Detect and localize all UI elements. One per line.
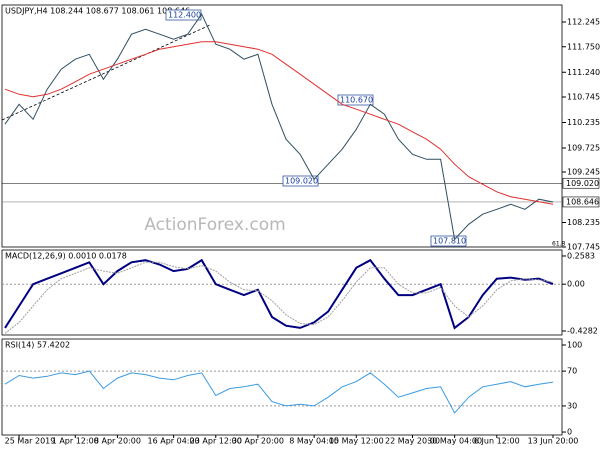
x-tick-label: 16 Apr 04:00 — [148, 437, 200, 446]
y-tick-label: 112.245 — [567, 18, 600, 27]
panel-title: MACD(12,26,9) 0.0010 0.0178 — [5, 252, 127, 261]
x-tick-label: 1 Apr 12:00 — [52, 437, 99, 446]
annotation-box — [430, 235, 467, 247]
panel-frame — [1, 338, 563, 436]
x-tick-label: 13 Jun 20:00 — [528, 437, 579, 446]
y-tick-label: 70 — [567, 367, 577, 376]
x-tick-label: 23 Apr 12:00 — [190, 437, 242, 446]
price-label: 109.020 — [566, 179, 599, 188]
x-tick-label: 6 Jun 12:00 — [474, 437, 520, 446]
annotation-box — [337, 94, 374, 106]
series-line — [4, 370, 554, 414]
series-line — [4, 261, 554, 334]
annotation: 107.810 — [433, 237, 466, 246]
y-tick-label: 110.235 — [567, 118, 600, 127]
price-label-box — [562, 196, 600, 208]
annotation: 61.8 — [552, 241, 566, 248]
price-label: 108.646 — [566, 197, 599, 206]
y-tick-label: 107.745 — [567, 243, 600, 252]
series-line — [4, 41, 554, 205]
y-tick-label: 30 — [567, 401, 577, 410]
y-tick-label: 110.745 — [567, 93, 600, 102]
x-tick-label: 8 Apr 20:00 — [94, 437, 141, 446]
y-tick-label: 100 — [567, 341, 582, 350]
panel-title: USDJPY,H4 108.244 108.677 108.061 108.64… — [5, 7, 190, 16]
price-label-box — [562, 177, 600, 189]
series-line — [4, 258, 554, 330]
y-tick-label: 0.00 — [567, 280, 585, 289]
trend-line — [1, 24, 211, 121]
panel-frame — [1, 4, 563, 248]
x-tick-label: 22 May 20:00 — [385, 437, 440, 446]
x-tick-label: 15 May 12:00 — [329, 437, 384, 446]
x-tick-label: 25 Mar 2019 — [5, 437, 56, 446]
x-tick-label: 8 May 04:00 — [289, 437, 339, 446]
panel-frame — [1, 249, 563, 336]
y-tick-label: 0.2583 — [567, 251, 595, 260]
y-tick-label: 109.245 — [567, 168, 600, 177]
x-tick-label: 30 May 04:00 — [427, 437, 482, 446]
y-tick-label: 109.725 — [567, 144, 600, 153]
y-tick-label: 111.750 — [567, 42, 600, 51]
y-tick-label: -0.4282 — [567, 326, 598, 335]
series-line — [4, 13, 554, 241]
watermark: ActionForex.com — [144, 215, 285, 235]
annotation-box — [282, 175, 319, 187]
y-tick-label: 0 — [567, 428, 572, 437]
annotation: 112.400 — [168, 11, 201, 20]
annotation: 110.670 — [340, 96, 373, 105]
annotation: 109.020 — [285, 177, 318, 186]
y-tick-label: 108.235 — [567, 218, 600, 227]
x-tick-label: 30 Apr 20:00 — [232, 437, 284, 446]
y-tick-label: 111.240 — [567, 68, 600, 77]
panel-title: RSI(14) 57.4202 — [5, 341, 70, 350]
